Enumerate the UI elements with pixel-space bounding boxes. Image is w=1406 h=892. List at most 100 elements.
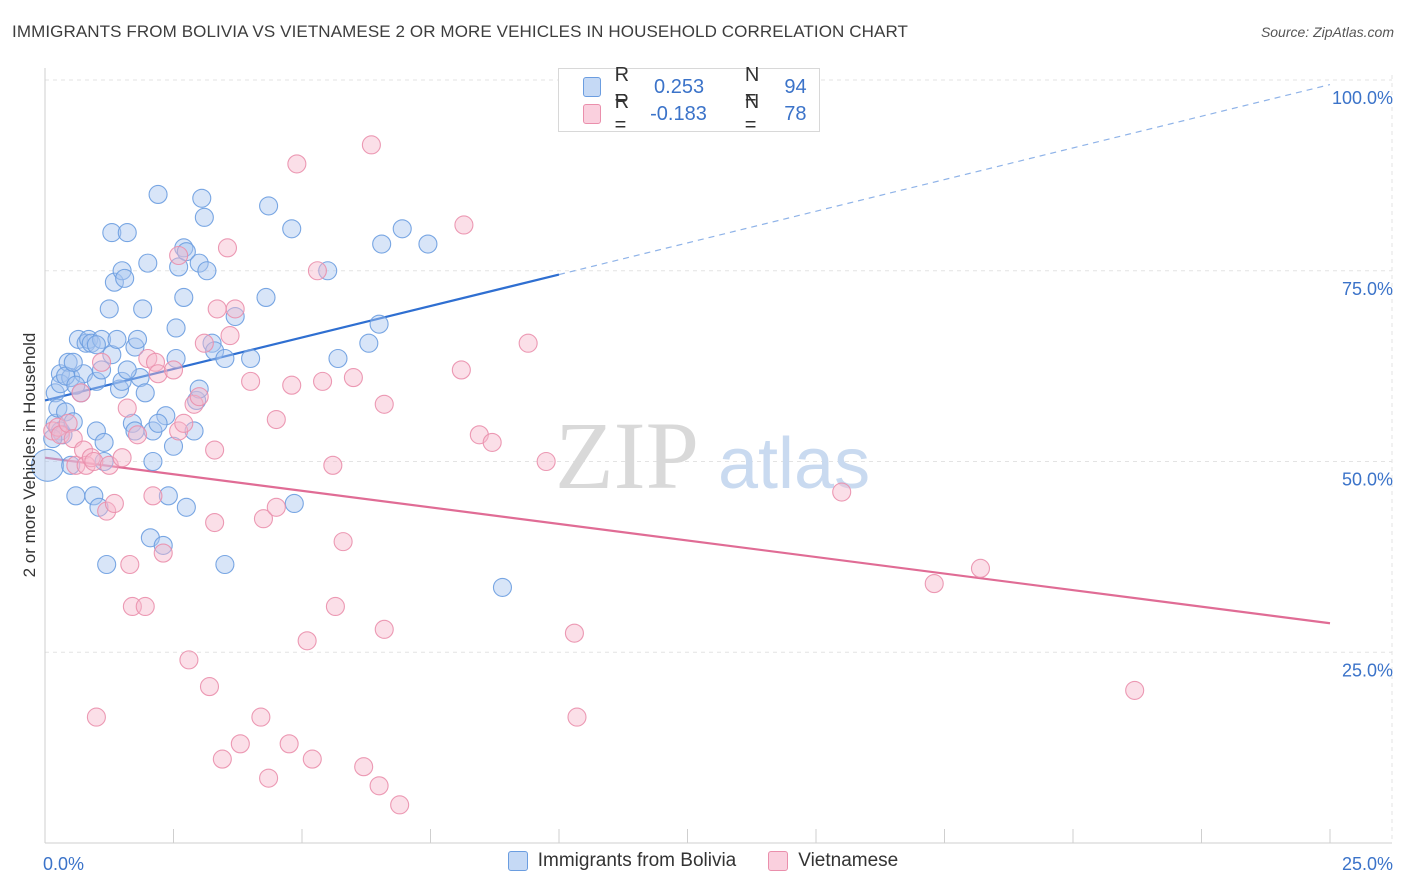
point-vietnamese (279, 734, 299, 754)
point-bolivia (112, 371, 132, 391)
point-bolivia (284, 493, 304, 514)
point-bolivia (86, 371, 106, 391)
point-vietnamese (325, 596, 345, 617)
point-bolivia (99, 299, 119, 319)
bottom-legend-label-vietnamese: Vietnamese (798, 850, 899, 871)
point-vietnamese (143, 486, 163, 506)
point-bolivia (282, 219, 302, 239)
point-vietnamese (104, 493, 124, 514)
bottom-legend-label-bolivia: Immigrants from Bolivia (537, 850, 737, 871)
point-vietnamese (207, 299, 227, 319)
point-bolivia (192, 188, 212, 208)
point-vietnamese (266, 409, 286, 430)
point-vietnamese (97, 501, 117, 521)
point-bolivia (256, 287, 276, 308)
point-bolivia (94, 432, 114, 452)
point-bolivia (56, 402, 76, 422)
point-bolivia (117, 223, 137, 243)
point-vietnamese (564, 623, 584, 643)
point-bolivia (115, 268, 135, 288)
point-bolivia (31, 448, 65, 482)
x-tick-label: 25.0% (1342, 854, 1393, 874)
point-bolivia (45, 383, 65, 403)
point-vietnamese (374, 394, 394, 414)
y-tick-label: 75.0% (1342, 279, 1393, 299)
point-vietnamese (205, 440, 225, 460)
point-bolivia (369, 314, 389, 334)
data-points (31, 135, 1145, 815)
point-vietnamese (120, 554, 140, 575)
point-bolivia (194, 207, 214, 227)
point-vietnamese (71, 383, 91, 403)
legend-n-value: 94 (784, 75, 807, 98)
point-bolivia (127, 329, 148, 349)
point-vietnamese (302, 749, 322, 769)
point-vietnamese (482, 432, 502, 452)
point-vietnamese (50, 425, 70, 445)
point-vietnamese (282, 375, 302, 395)
point-vietnamese (518, 333, 538, 353)
point-vietnamese (189, 387, 209, 407)
trend-line-bolivia-extension (558, 83, 1331, 276)
point-bolivia (359, 333, 379, 353)
legend-n-label: N = (744, 91, 760, 136)
point-bolivia (143, 451, 163, 472)
point-bolivia (328, 348, 348, 369)
point-vietnamese (117, 398, 137, 418)
legend: R = 0.253 N = 94 R = -0.183 N = 78 (558, 64, 820, 136)
point-vietnamese (148, 364, 168, 384)
point-vietnamese (169, 245, 189, 266)
point-vietnamese (390, 795, 410, 815)
point-bolivia (148, 184, 168, 204)
point-vietnamese (266, 497, 286, 517)
point-bolivia (392, 219, 412, 239)
point-vietnamese (536, 451, 556, 472)
point-bolivia (197, 261, 217, 281)
point-vietnamese (970, 558, 991, 578)
point-bolivia (61, 455, 81, 475)
point-vietnamese (179, 650, 199, 670)
point-bolivia (225, 306, 245, 327)
point-bolivia (91, 329, 112, 349)
y-tick-label: 100.0% (1332, 88, 1393, 108)
legend-r-label: R = (614, 64, 630, 109)
watermark-atlas: atlas (718, 424, 870, 504)
point-bolivia (166, 318, 186, 338)
point-vietnamese (205, 512, 225, 533)
point-vietnamese (135, 596, 155, 617)
point-bolivia (169, 257, 189, 277)
trend-lines (44, 83, 1331, 625)
y-tick-label: 50.0% (1342, 470, 1393, 490)
point-bolivia (184, 421, 204, 441)
bottom-legend: Immigrants from Bolivia Vietnamese (0, 850, 1406, 872)
point-bolivia (418, 234, 438, 254)
point-vietnamese (66, 455, 86, 475)
chart-source: Source: ZipAtlas.com (1260, 24, 1394, 40)
point-bolivia (174, 287, 194, 308)
tick-labels: 100.0% 75.0% 50.0% 25.0% 0.0% 25.0% (43, 88, 1393, 874)
point-vietnamese (287, 154, 307, 174)
point-bolivia (122, 413, 142, 433)
point-bolivia (318, 261, 338, 281)
point-bolivia (133, 299, 153, 319)
watermark-zip: ZIP (555, 402, 699, 509)
point-bolivia (166, 348, 186, 369)
point-bolivia (109, 379, 130, 399)
point-bolivia (158, 486, 178, 506)
point-bolivia (86, 421, 106, 441)
point-bolivia (156, 406, 176, 426)
point-vietnamese (217, 238, 238, 258)
y-axis-label: 2 or more Vehicles in Household (20, 332, 39, 578)
point-bolivia (135, 383, 155, 403)
bottom-legend-item-bolivia: Immigrants from Bolivia (507, 850, 737, 872)
point-bolivia (112, 261, 132, 281)
point-vietnamese (361, 135, 381, 155)
point-vietnamese (86, 707, 106, 727)
point-bolivia (86, 335, 106, 355)
point-bolivia (215, 348, 235, 369)
point-bolivia (189, 253, 209, 273)
point-bolivia (176, 497, 196, 517)
bottom-legend-swatch-bolivia (507, 851, 528, 871)
point-vietnamese (333, 532, 353, 552)
